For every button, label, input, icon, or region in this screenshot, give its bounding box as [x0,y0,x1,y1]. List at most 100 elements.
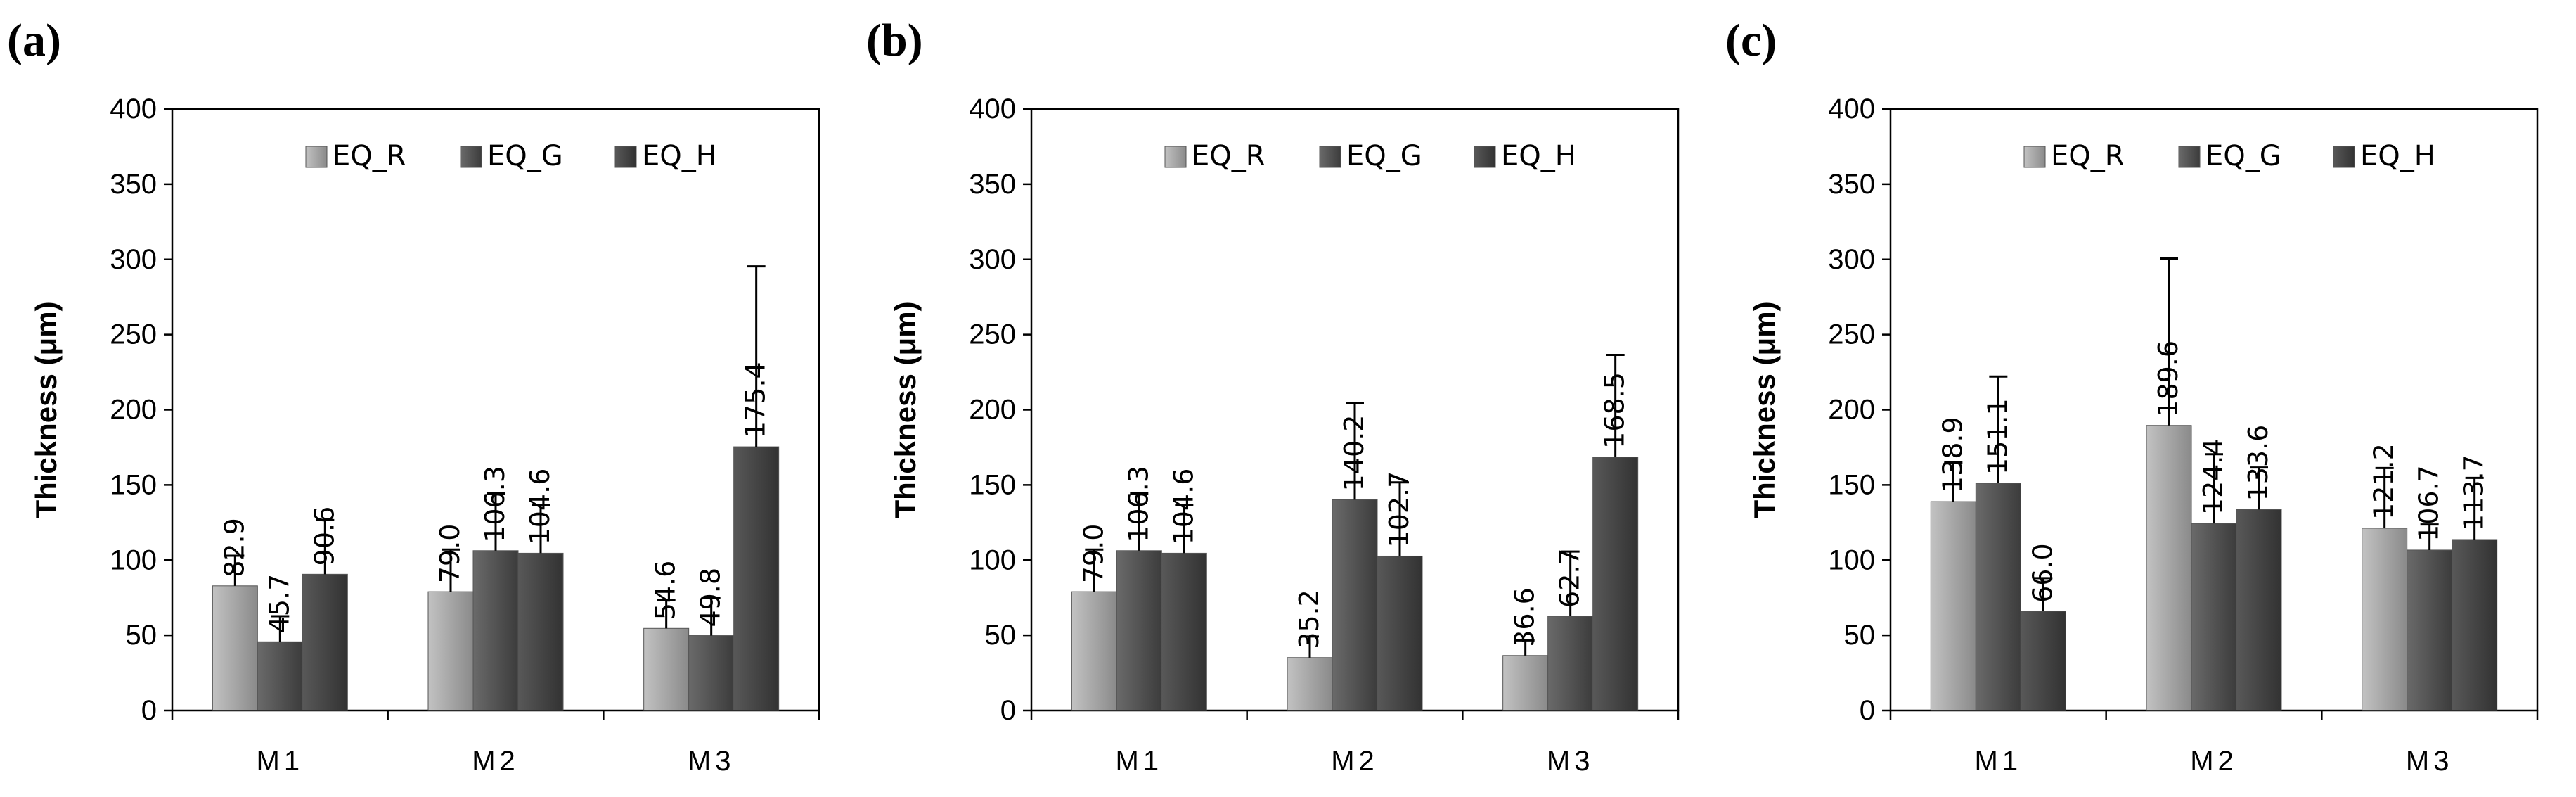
legend-swatch [2023,146,2046,168]
data-label: 189.6 [2153,340,2184,417]
legend-label: EQ_R [2051,140,2125,172]
y-tick-label: 400 [1828,94,1875,125]
y-tick-label: 300 [969,244,1016,275]
bar-eq-r-m3 [1502,655,1549,711]
data-label: 104.6 [524,468,555,545]
legend-label: EQ_R [333,140,406,172]
y-tick-label: 250 [1828,319,1875,350]
y-tick-label: 200 [969,395,1016,426]
legend-swatch [2333,146,2355,168]
bar-eq-g-m2 [2191,523,2237,711]
bar-eq-h-m1 [302,573,348,711]
bar-eq-g-m3 [1547,616,1594,711]
bar-eq-r-m1 [1071,591,1117,711]
y-tick-label: 300 [110,244,157,275]
bar-eq-r-m1 [1930,501,1976,711]
data-label: 62.7 [1554,548,1585,608]
legend-swatch [1319,146,1341,168]
bar-eq-h-m1 [2020,611,2066,711]
bar-eq-h-m2 [517,552,564,711]
bar-eq-g-m3 [688,635,735,711]
data-label: 66.0 [2027,543,2058,603]
x-tick-label: M2 [472,746,520,777]
y-tick-label: 0 [141,695,157,726]
x-tick-label: M1 [257,746,304,777]
legend-swatch [460,146,482,168]
panel-label: (b) [866,15,923,66]
bar-eq-g-m1 [257,641,303,711]
data-label: 54.6 [650,561,681,620]
data-label: 82.9 [219,518,250,578]
legend-label: EQ_G [1346,140,1422,172]
x-tick-label: M1 [1116,746,1164,777]
y-tick-label: 50 [126,620,157,651]
y-tick-label: 350 [1828,169,1875,200]
y-tick-label: 150 [110,469,157,500]
y-tick-label: 50 [985,620,1017,651]
x-tick-label: M3 [1547,746,1595,777]
data-label: 90.6 [309,506,340,566]
legend-swatch [1164,146,1187,168]
chart-panel-b: (b) 0 50 100 150 200 250 300 350 400 Thickness (μ… [859,0,1703,797]
legend-label: EQ_H [642,140,717,172]
bar-eq-r-m2 [1287,657,1333,711]
x-tick-label: M2 [1331,746,1379,777]
legend-label: EQ_G [487,140,563,172]
panel-label: (c) [1725,15,1777,66]
bar-eq-h-m2 [1377,555,1423,711]
y-tick-label: 250 [969,319,1016,350]
data-label: 133.6 [2243,425,2274,502]
bar-chart: 0 50 100 150 200 250 300 350 400 Thickness (μm) M1… [1748,94,2539,777]
data-label: 168.5 [1599,372,1630,449]
data-label: 140.2 [1339,415,1370,492]
data-label: 106.3 [479,466,510,542]
bar-eq-r-m3 [2362,528,2408,711]
data-label: 102.7 [1384,471,1415,548]
x-tick-label: M3 [2406,746,2454,777]
y-axis-label: Thickness (μm) [30,301,63,518]
data-label: 175.4 [740,362,771,438]
y-tick-label: 150 [1828,469,1875,500]
x-tick-label: M1 [1975,746,2023,777]
bar-eq-g-m2 [1332,499,1378,711]
data-label: 45.7 [264,574,295,634]
y-axis-label: Thickness (μm) [889,301,922,518]
bar-eq-r-m2 [2146,425,2192,711]
data-label: 79.0 [1078,524,1109,584]
y-tick-label: 350 [969,169,1016,200]
bar-eq-g-m1 [1975,483,2021,711]
bar-eq-g-m3 [2407,549,2453,711]
bar-eq-r-m1 [212,585,258,711]
data-label: 113.7 [2459,454,2490,531]
x-tick-label: M3 [688,746,735,777]
y-tick-label: 400 [969,94,1016,125]
data-label: 138.9 [1937,416,1968,493]
y-tick-label: 150 [969,469,1016,500]
legend-swatch [614,146,637,168]
y-tick-label: 100 [1828,544,1875,575]
bar-eq-h-m1 [1161,552,1207,711]
data-label: 104.6 [1168,468,1199,545]
bar-eq-h-m3 [733,446,780,711]
y-tick-label: 50 [1844,620,1876,651]
data-label: 36.6 [1509,587,1540,647]
data-label: 151.1 [1982,398,2013,475]
data-label: 124.4 [2198,438,2229,515]
data-label: 49.8 [695,568,726,627]
chart-panel-c: (c) 0 50 100 150 200 250 300 350 400 Thickness (μ… [1718,0,2562,797]
bar-chart: 0 50 100 150 200 250 300 350 400 Thickness (μm) M1… [30,94,820,777]
panel-label: (a) [7,15,61,66]
y-tick-label: 350 [110,169,157,200]
y-tick-label: 0 [1860,695,1875,726]
y-tick-label: 400 [110,94,157,125]
y-tick-label: 0 [1000,695,1016,726]
legend-swatch [305,146,328,168]
bar-eq-h-m3 [1592,457,1639,711]
y-tick-label: 100 [110,544,157,575]
bar-chart: 0 50 100 150 200 250 300 350 400 Thickness (μm) M1… [889,94,1680,777]
y-tick-label: 100 [969,544,1016,575]
y-tick-label: 200 [1828,395,1875,426]
bar-eq-r-m2 [427,591,474,711]
bar-eq-r-m3 [643,627,690,711]
bar-eq-g-m1 [1116,550,1162,711]
